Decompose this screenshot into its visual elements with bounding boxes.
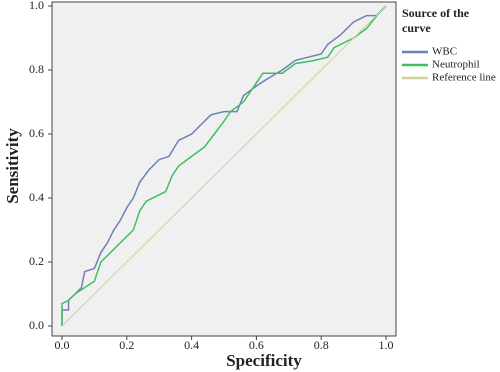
x-tick-label: 0.6 [249, 338, 264, 352]
y-tick-label: 0.4 [29, 190, 44, 204]
x-tick-label: 1.0 [379, 338, 394, 352]
x-tick-label: 0.4 [184, 338, 199, 352]
legend-title-text: curve [402, 21, 431, 35]
legend-label: Neutrophil [432, 59, 480, 71]
x-tick-label: 0.8 [314, 338, 329, 352]
y-tick-label: 0.2 [29, 254, 44, 268]
series-line [61, 5, 387, 326]
y-tick-label: 0.8 [29, 62, 44, 76]
y-tick-label: 0.6 [29, 126, 44, 140]
series-line [61, 5, 387, 327]
series-line [61, 5, 387, 326]
x-tick-label: 0.0 [55, 338, 70, 352]
legend-title: Source of the curve [402, 6, 472, 35]
x-tick-label: 0.2 [119, 338, 134, 352]
x-axis-label: Specificity [226, 351, 302, 370]
plot-area [51, 1, 397, 337]
y-axis-label: Sensitivity [3, 128, 22, 204]
legend-label: Reference line [432, 72, 496, 84]
y-tick-label: 0.0 [29, 318, 44, 332]
legend-label: WBC [432, 46, 457, 58]
legend-title-text: Source of the [402, 6, 470, 20]
y-tick-label: 1.0 [29, 0, 44, 12]
